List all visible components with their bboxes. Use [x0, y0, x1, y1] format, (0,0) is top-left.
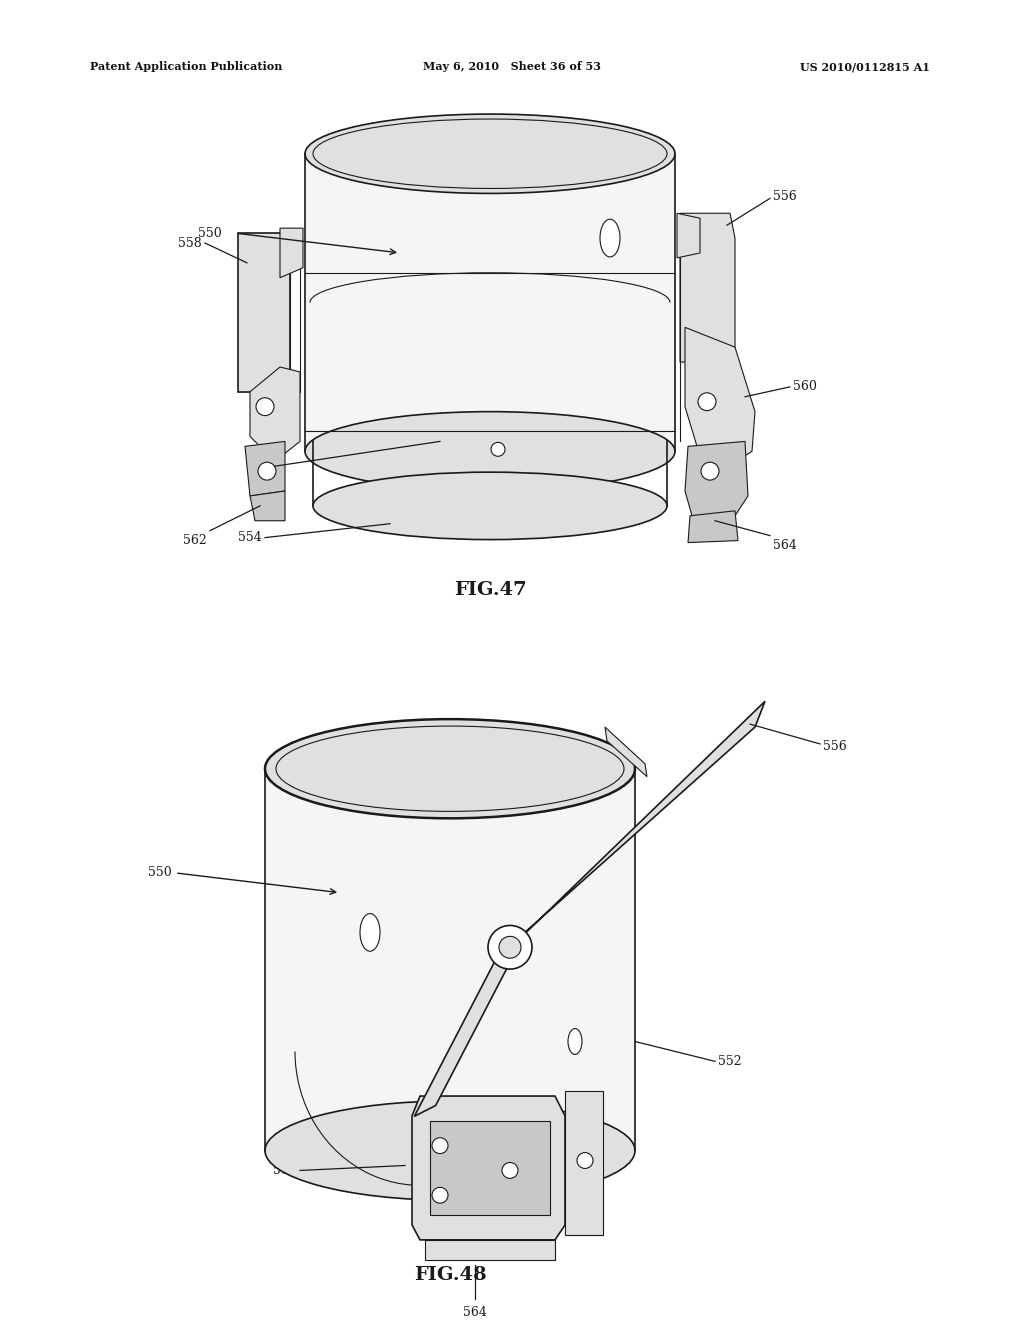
Ellipse shape [600, 219, 620, 257]
Ellipse shape [499, 936, 521, 958]
Text: FIG.48: FIG.48 [414, 1266, 486, 1283]
Text: 564: 564 [773, 539, 797, 552]
Ellipse shape [305, 412, 675, 491]
Text: US 2010/0112815 A1: US 2010/0112815 A1 [800, 62, 930, 73]
Ellipse shape [313, 473, 667, 540]
Text: 550: 550 [199, 227, 222, 240]
Ellipse shape [265, 1101, 635, 1200]
Polygon shape [415, 941, 520, 1117]
Text: 560: 560 [273, 1164, 297, 1177]
Text: 556: 556 [823, 741, 847, 754]
Text: 556: 556 [773, 190, 797, 203]
Ellipse shape [305, 114, 675, 194]
Polygon shape [250, 367, 300, 461]
Polygon shape [250, 491, 285, 521]
Polygon shape [412, 1096, 565, 1239]
Polygon shape [680, 214, 735, 362]
Ellipse shape [568, 1028, 582, 1055]
Polygon shape [685, 327, 755, 466]
Text: 552: 552 [249, 459, 272, 473]
Polygon shape [430, 1121, 550, 1216]
Ellipse shape [256, 397, 274, 416]
Text: 564: 564 [463, 1307, 487, 1319]
Text: 554: 554 [239, 531, 262, 544]
Polygon shape [677, 214, 700, 257]
Polygon shape [499, 701, 765, 958]
Ellipse shape [258, 462, 276, 480]
FancyBboxPatch shape [305, 153, 675, 451]
Ellipse shape [360, 913, 380, 952]
Text: Patent Application Publication: Patent Application Publication [90, 62, 283, 73]
Ellipse shape [432, 1187, 449, 1203]
Text: May 6, 2010   Sheet 36 of 53: May 6, 2010 Sheet 36 of 53 [423, 62, 601, 73]
Polygon shape [245, 441, 285, 496]
Text: 550: 550 [148, 866, 172, 879]
Ellipse shape [488, 925, 532, 969]
Polygon shape [280, 228, 303, 277]
Text: 560: 560 [793, 380, 817, 393]
Text: 558: 558 [178, 236, 202, 249]
Text: 562: 562 [183, 533, 207, 546]
Polygon shape [685, 441, 748, 516]
Polygon shape [688, 511, 738, 543]
Ellipse shape [432, 1138, 449, 1154]
Polygon shape [605, 727, 647, 776]
Polygon shape [425, 1239, 555, 1259]
Polygon shape [565, 1092, 603, 1236]
Ellipse shape [265, 719, 635, 818]
Ellipse shape [502, 1163, 518, 1179]
FancyBboxPatch shape [265, 768, 635, 1151]
Ellipse shape [490, 442, 505, 457]
FancyBboxPatch shape [238, 234, 290, 392]
Ellipse shape [698, 393, 716, 411]
Ellipse shape [577, 1152, 593, 1168]
Text: FIG.47: FIG.47 [454, 581, 526, 599]
Text: 552: 552 [718, 1055, 741, 1068]
Ellipse shape [701, 462, 719, 480]
